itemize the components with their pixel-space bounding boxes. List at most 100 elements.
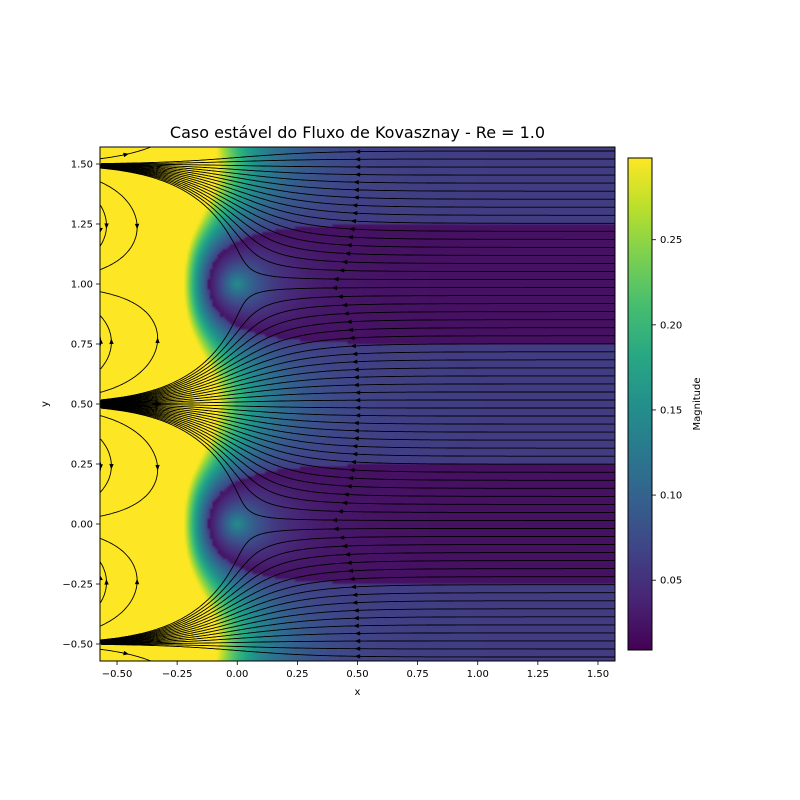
streamline-arrow [349,467,355,473]
streamline-arrow [350,343,357,349]
streamline-arrow [353,608,359,613]
streamline-arrow [100,464,103,470]
colorbar-tick-label: 0.05 [660,576,682,587]
y-tick-label: 1.00 [71,279,93,290]
streamline-arrow [343,492,349,497]
streamline-arrow [354,390,361,395]
streamline-arrow [350,218,357,224]
streamline-arrow [346,560,352,565]
colorbar-gradient [627,157,653,651]
y-tick-label: 1.25 [71,219,93,230]
streamline-arrow [351,211,358,216]
x-tick-label: 0.00 [226,669,248,680]
streamline-arrow [333,526,339,532]
streamline-arrow [354,164,361,170]
streamline-arrow [354,631,361,636]
y-tick-label: 0.25 [71,460,93,471]
x-tick-label: 0.50 [346,669,368,680]
x-tick-label: 0.25 [286,669,308,680]
streamline-arrow [338,268,345,273]
y-axis: −0.50 −0.25 0.00 0.25 0.50 0.75 1.00 1.25 1.50 [62,159,100,651]
streamline-arrow [344,552,351,557]
streamline-arrow [347,327,354,333]
streamline-arrow [353,180,359,185]
y-tick-label: −0.50 [62,640,93,651]
streamline-arrow [347,475,354,481]
x-tick-label: 0.75 [406,669,428,680]
y-tick-label: 1.50 [71,159,93,170]
streamline-arrow [134,223,140,230]
streamline-arrow [353,195,359,200]
plot-area [99,146,616,662]
streamline-arrow [351,359,358,364]
streamline-arrow [353,375,359,380]
y-axis-label: y [40,401,51,407]
streamline-arrow [337,294,343,299]
streamline-arrow [123,152,130,158]
streamline-arrow [341,543,348,549]
colorbar: 0.05 0.10 0.15 0.20 0.25 Magnitude [627,157,703,651]
streamline-arrow [351,592,358,597]
streamline-arrow [346,484,352,489]
x-tick-label: −0.25 [162,669,193,680]
colorbar-tick-label: 0.25 [660,235,682,246]
streamline-arrow [100,227,103,234]
streamline-arrow [134,578,140,585]
streamline-arrow [353,615,359,621]
colorbar-ticks: 0.05 0.10 0.15 0.20 0.25 [652,235,682,587]
streamline-arrow [341,500,348,506]
streamline-arrow [347,234,354,240]
y-tick-label: 0.00 [71,520,93,531]
colorbar-tick-label: 0.15 [660,405,682,416]
streamline-arrow [331,517,338,523]
y-tick-label: 0.50 [71,400,93,411]
streamline-arrow [353,623,359,628]
streamline-arrow [354,646,361,651]
streamline-arrow [349,335,355,341]
chart-title: Caso estável do Fluxo de Kovasznay - Re … [170,123,545,142]
streamline-arrow [354,172,361,177]
streamline-arrow [354,405,361,411]
streamline-arrow [353,428,359,433]
streamline-arrow [349,226,355,232]
streamline-arrow [353,187,359,193]
streamline-arrow [353,367,359,372]
x-axis: −0.50 −0.25 0.00 0.25 0.50 0.75 1.00 1.25 1.50 [102,661,609,680]
x-tick-label: 1.00 [467,669,489,680]
streamline-arrow [351,600,358,605]
streamline-arrow [346,243,352,248]
streamline-arrow [109,338,114,345]
x-tick-label: 1.50 [587,669,609,680]
streamline-arrow [155,337,160,344]
streamline-arrow [331,285,338,291]
streamline-arrow [109,463,114,470]
streamline-arrows [100,149,361,659]
x-tick-label: −0.50 [102,669,133,680]
streamline-arrow [104,223,109,229]
streamline-arrow [333,276,339,282]
streamline-arrow [343,311,349,316]
streamline-arrow [349,576,355,582]
streamline-arrow [341,259,348,265]
streamline-arrow [354,149,361,154]
streamline-arrow [350,459,357,465]
streamline-arrow [338,535,345,540]
streamline-arrow [354,397,361,403]
streamline-arrow [353,382,359,388]
streamline-arrow [347,568,354,574]
colorbar-label: Magnitude [692,378,703,431]
y-tick-label: −0.25 [62,580,93,591]
streamline-arrow [350,584,357,590]
streamline-arrow [123,650,130,656]
colorbar-tick-label: 0.10 [660,491,682,502]
streamline-arrow [100,338,103,344]
streamline-arrow [354,654,361,659]
streamline-arrow [337,509,343,514]
streamline-arrow [341,302,348,308]
streamline-arrow [354,157,361,162]
y-tick-label: 0.75 [71,339,93,350]
streamline-arrow [346,319,352,324]
streamline-arrow [353,420,359,426]
magnitude-field [100,147,615,661]
x-tick-label: 1.25 [527,669,549,680]
